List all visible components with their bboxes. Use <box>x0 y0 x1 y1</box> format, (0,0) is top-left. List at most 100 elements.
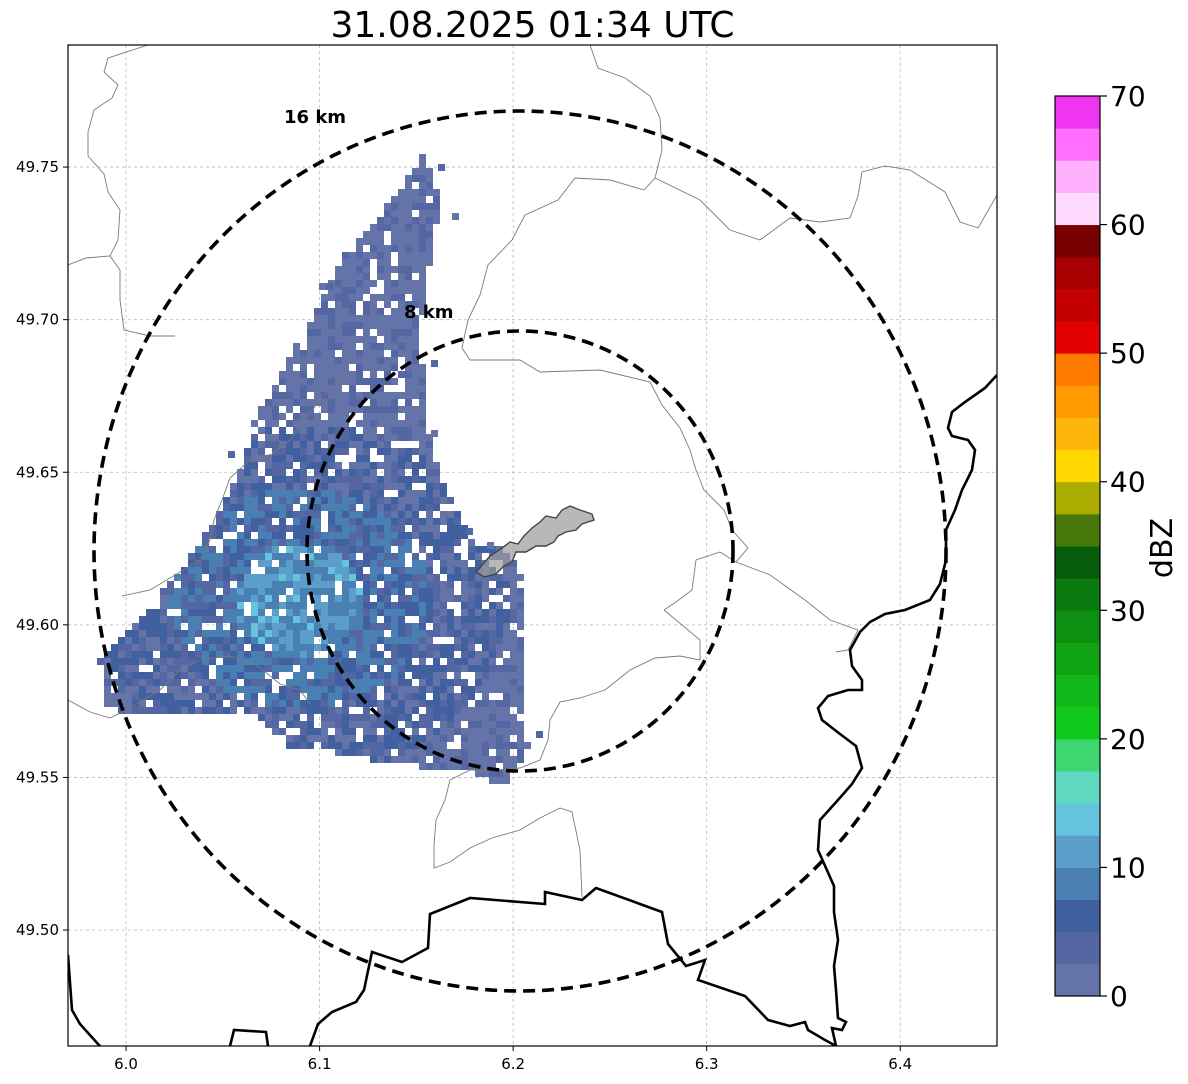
echo-cell <box>328 630 335 637</box>
echo-cell <box>405 574 412 581</box>
echo-cell <box>237 539 244 546</box>
echo-cell <box>202 567 209 574</box>
echo-cell <box>237 588 244 595</box>
echo-cell <box>293 357 300 364</box>
echo-cell <box>251 672 258 679</box>
echo-cell <box>342 329 349 336</box>
echo-cell <box>237 672 244 679</box>
echo-cell <box>265 658 272 665</box>
colorbar-tick-label: 0 <box>1110 980 1128 1013</box>
echo-cell <box>181 651 188 658</box>
echo-cell <box>391 511 398 518</box>
echo-cell <box>370 350 377 357</box>
echo-cell <box>328 315 335 322</box>
ring-label-16km: 16 km <box>284 107 346 128</box>
echo-cell <box>321 735 328 742</box>
echo-cell <box>237 581 244 588</box>
echo-cell <box>258 672 265 679</box>
echo-cell <box>139 693 146 700</box>
echo-cell <box>251 434 258 441</box>
echo-cell <box>370 483 377 490</box>
echo-cell <box>342 259 349 266</box>
echo-cell <box>251 462 258 469</box>
echo-cell <box>349 693 356 700</box>
echo-cell <box>370 378 377 385</box>
echo-cell <box>321 420 328 427</box>
echo-cell <box>279 371 286 378</box>
echo-cell <box>139 679 146 686</box>
echo-cell <box>111 693 118 700</box>
echo-cell <box>363 735 370 742</box>
echo-cell <box>202 679 209 686</box>
echo-cell <box>405 546 412 553</box>
echo-cell <box>419 504 426 511</box>
echo-cell <box>349 525 356 532</box>
echo-cell <box>160 651 167 658</box>
echo-cell <box>279 644 286 651</box>
echo-cell <box>503 567 510 574</box>
echo-cell <box>363 504 370 511</box>
echo-cell <box>356 392 363 399</box>
echo-cell <box>300 441 307 448</box>
echo-cell <box>342 637 349 644</box>
echo-cell <box>412 357 419 364</box>
echo-cell <box>104 686 111 693</box>
echo-cell <box>265 441 272 448</box>
echo-cell <box>370 532 377 539</box>
echo-cell <box>482 770 489 777</box>
echo-cell <box>349 406 356 413</box>
echo-cell <box>405 406 412 413</box>
echo-cell <box>426 700 433 707</box>
echo-cell <box>307 441 314 448</box>
echo-cell <box>209 644 216 651</box>
echo-cell <box>300 567 307 574</box>
echo-cell <box>307 427 314 434</box>
echo-cell <box>328 371 335 378</box>
echo-cell <box>433 462 440 469</box>
echo-cell <box>426 735 433 742</box>
echo-cell <box>132 700 139 707</box>
echo-cell <box>405 392 412 399</box>
echo-cell <box>517 602 524 609</box>
echo-cell <box>286 364 293 371</box>
echo-cell <box>349 728 356 735</box>
echo-cell <box>342 525 349 532</box>
echo-cell <box>265 630 272 637</box>
echo-cell <box>363 742 370 749</box>
echo-cell <box>314 602 321 609</box>
echo-cell <box>433 203 440 210</box>
echo-cell <box>335 504 342 511</box>
echo-cell <box>405 364 412 371</box>
echo-cell <box>440 511 447 518</box>
echo-cell <box>286 546 293 553</box>
echo-cell <box>391 616 398 623</box>
echo-cell <box>258 476 265 483</box>
echo-cell <box>314 518 321 525</box>
echo-cell <box>307 616 314 623</box>
echo-cell <box>272 546 279 553</box>
echo-cell <box>265 539 272 546</box>
echo-cell <box>286 497 293 504</box>
echo-cell <box>251 511 258 518</box>
echo-cell <box>314 329 321 336</box>
echo-cell <box>363 434 370 441</box>
echo-cell <box>244 504 251 511</box>
echo-cell <box>321 434 328 441</box>
echo-cell <box>279 581 286 588</box>
echo-cell <box>482 714 489 721</box>
echo-cell <box>223 630 230 637</box>
echo-cell <box>328 455 335 462</box>
echo-cell <box>391 434 398 441</box>
echo-cell <box>272 469 279 476</box>
echo-cell <box>146 637 153 644</box>
echo-cell <box>419 560 426 567</box>
echo-cell <box>405 217 412 224</box>
echo-cell <box>384 399 391 406</box>
echo-cell <box>335 518 342 525</box>
echo-cell <box>342 301 349 308</box>
echo-cell <box>349 273 356 280</box>
echo-cell <box>279 560 286 567</box>
echo-cell <box>181 616 188 623</box>
echo-cell <box>97 658 104 665</box>
colorbar-segment <box>1055 513 1100 547</box>
